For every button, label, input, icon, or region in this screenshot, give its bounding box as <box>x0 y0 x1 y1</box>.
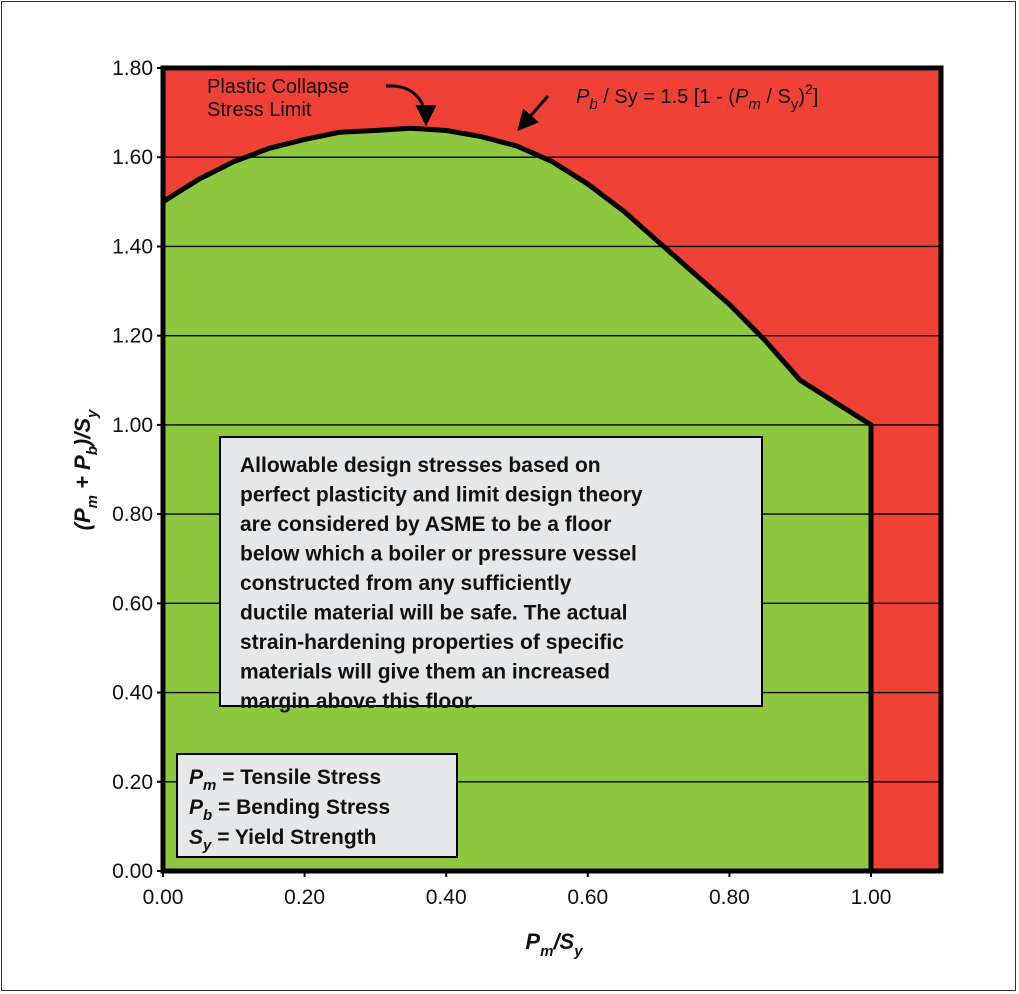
note-line: strain-hardening properties of specific <box>240 631 624 654</box>
y-tick-label: 1.40 <box>112 235 153 258</box>
x-tick-label: 0.40 <box>426 886 467 909</box>
y-tick-label: 0.40 <box>112 682 153 705</box>
note-line: materials will give them an increased <box>240 661 610 684</box>
x-tick-label: 0.20 <box>284 886 325 909</box>
plastic-collapse-label-line2: Stress Limit <box>207 99 312 121</box>
legend-box <box>176 753 458 858</box>
y-axis-ticks: 0.00 0.20 0.40 0.60 0.80 1.00 1.20 1.40 1.60 1.80 <box>112 57 163 883</box>
note-line: margin above this floor. <box>240 690 477 713</box>
plastic-collapse-label-line1: Plastic Collapse <box>207 76 349 98</box>
equation-label: Pb / Sy = 1.5 [1 - (Pm / Sy)2] <box>576 81 818 113</box>
y-tick-label: 0.80 <box>112 503 153 526</box>
y-axis-label: (Pm + Pb)/Sy <box>70 409 101 530</box>
y-tick-label: 0.60 <box>112 592 153 615</box>
note-line: constructed from any sufficiently <box>240 572 572 595</box>
x-tick-label: 0.60 <box>567 886 608 909</box>
note-line: Allowable design stresses based on <box>240 454 601 477</box>
x-axis-ticks: 0.00 0.20 0.40 0.60 0.80 1.00 <box>143 871 892 909</box>
x-tick-label: 0.80 <box>709 886 750 909</box>
x-tick-label: 1.00 <box>851 886 892 909</box>
y-tick-label: 1.20 <box>112 325 153 348</box>
equation-arrow <box>517 95 550 132</box>
x-tick-label: 0.00 <box>143 886 184 909</box>
y-tick-label: 0.00 <box>112 860 153 883</box>
plastic-collapse-arrow <box>385 84 437 127</box>
note-line: ductile material will be safe. The actua… <box>240 602 627 625</box>
y-tick-label: 1.60 <box>112 146 153 169</box>
note-text: Allowable design stresses based on perfec… <box>240 454 643 713</box>
y-tick-label: 1.00 <box>112 414 153 437</box>
note-box <box>219 436 763 707</box>
legend-entry: Pm = Tensile Stress <box>189 766 381 794</box>
legend-entry: Sy = Yield Strength <box>189 826 376 854</box>
note-line: below which a boiler or pressure vessel <box>240 543 637 566</box>
limit-curve <box>161 125 874 871</box>
x-axis-label: Pm/Sy <box>525 929 583 960</box>
y-tick-label: 1.80 <box>112 57 153 80</box>
legend-entry: Pb = Bending Stress <box>189 796 390 824</box>
y-tick-label: 0.20 <box>112 771 153 794</box>
note-line: perfect plasticity and limit design theo… <box>240 484 643 507</box>
plot-border <box>160 65 944 874</box>
note-line: are considered by ASME to be a floor <box>240 513 611 536</box>
